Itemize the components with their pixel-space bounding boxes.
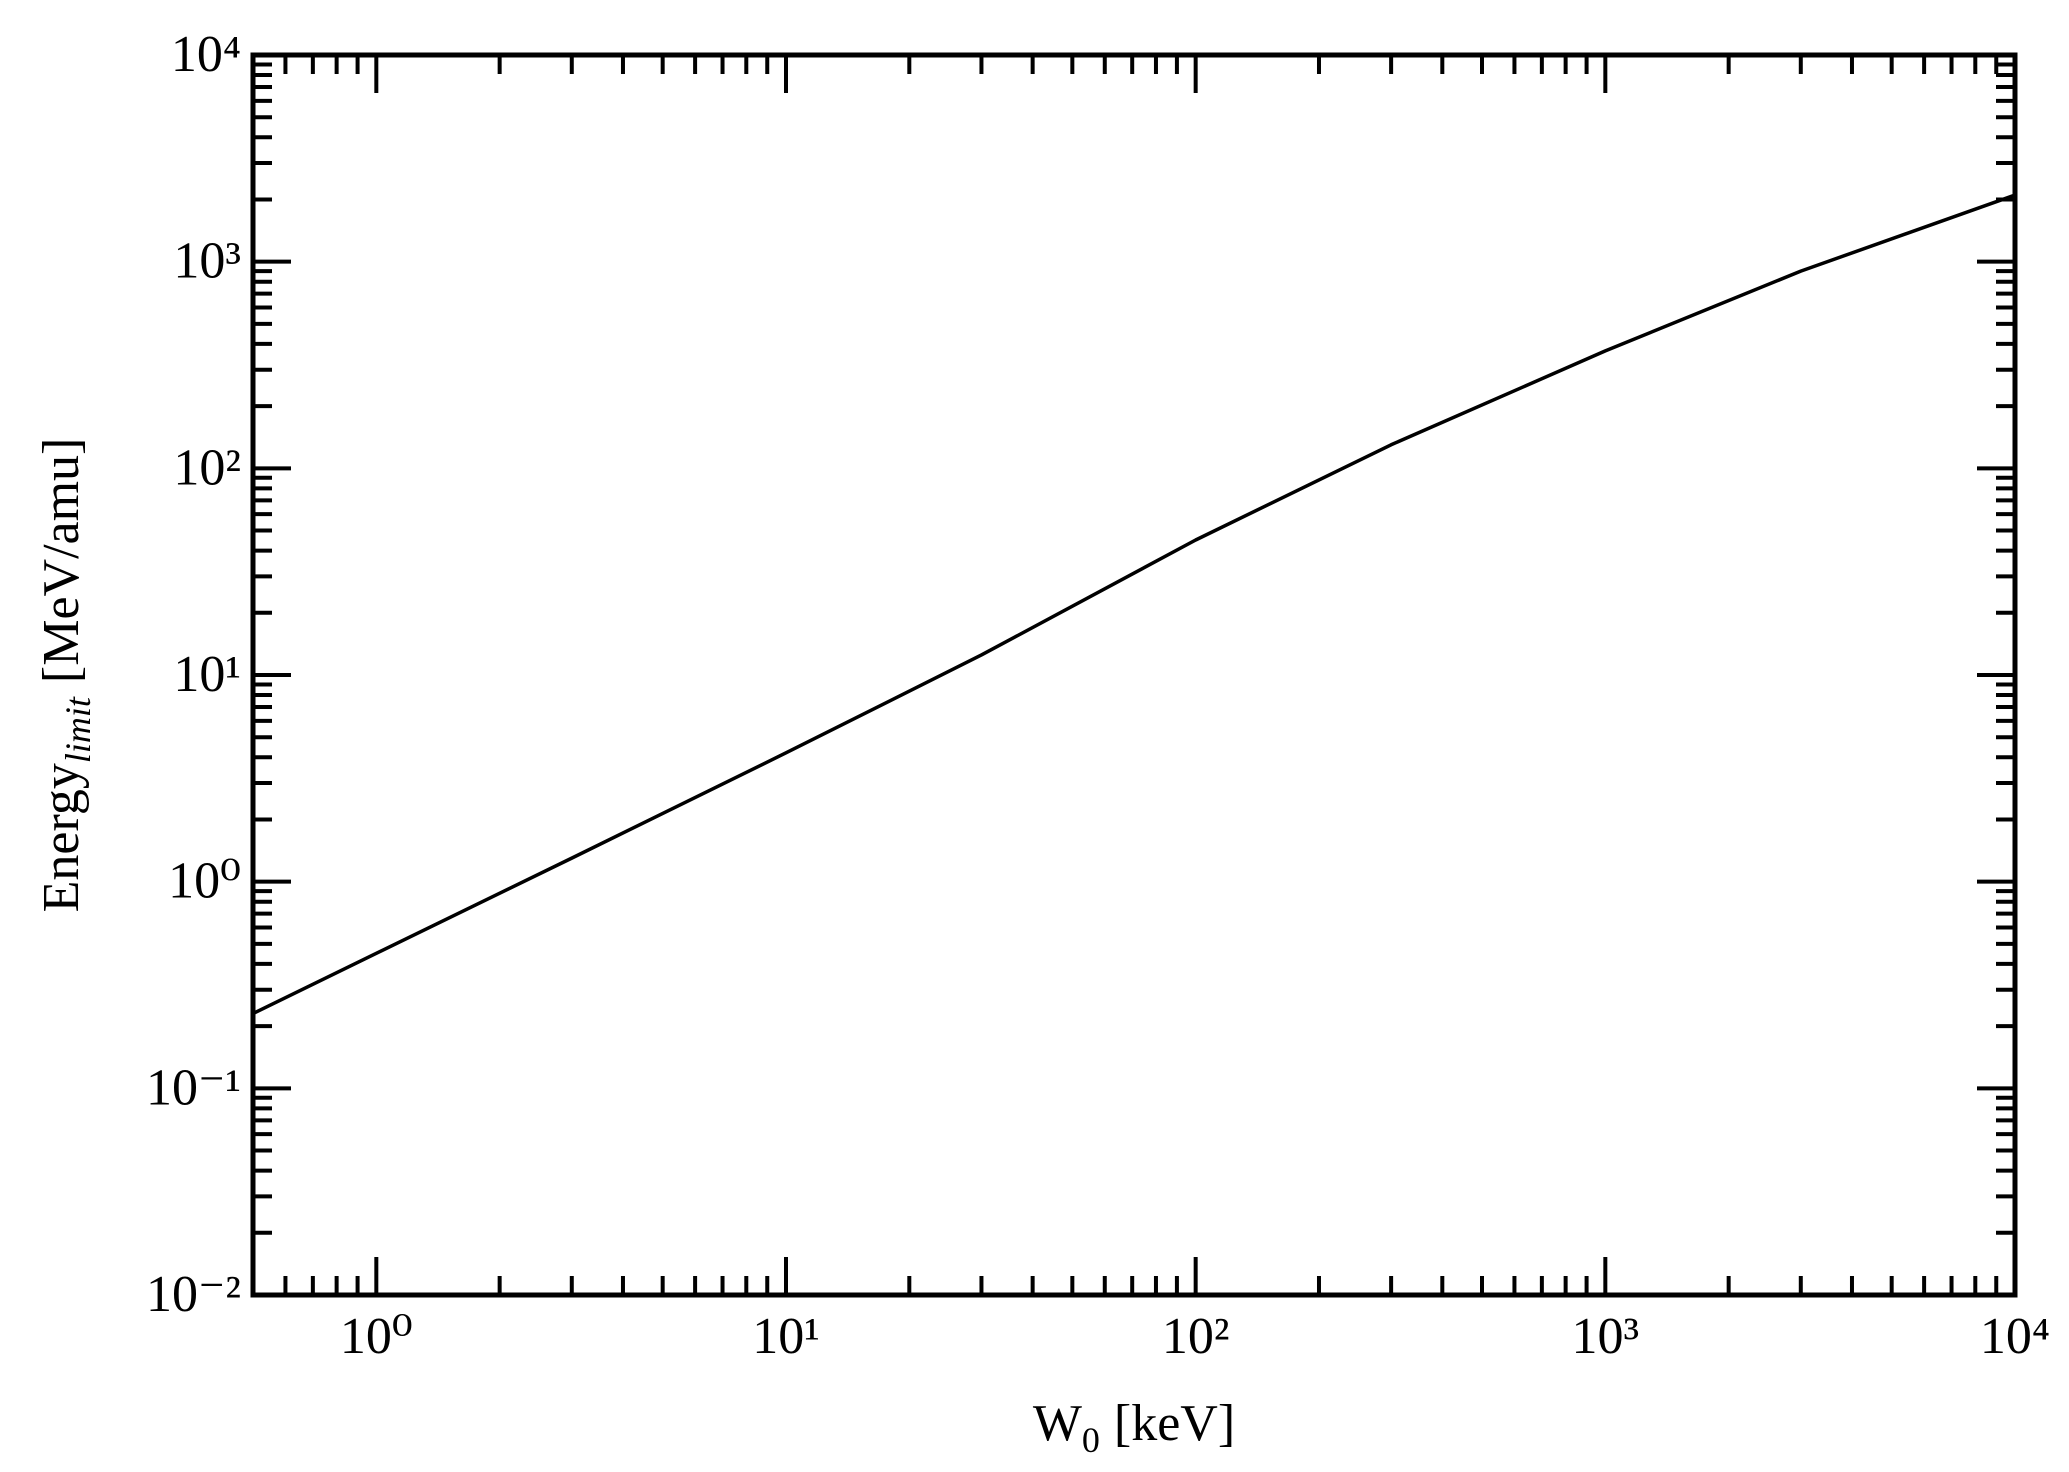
x-axis-label: W0 [keV]: [1033, 1395, 1235, 1460]
y-label-text: Energy: [33, 763, 90, 912]
x-tick-label: 10⁰: [340, 1308, 413, 1365]
y-tick-label: 10⁴: [171, 26, 241, 83]
data-line: [252, 193, 2016, 1016]
x-tick-label: 10⁴: [1980, 1308, 2050, 1365]
y-label-unit: [MeV/amu]: [33, 438, 90, 683]
y-tick-label: 10¹: [173, 646, 241, 703]
x-label-unit: [keV]: [1114, 1395, 1235, 1452]
x-tick-label: 10¹: [752, 1308, 820, 1365]
x-label-subscript: 0: [1082, 1420, 1100, 1460]
x-tick-label: 10³: [1572, 1308, 1640, 1365]
y-axis-label: Energylimit [MeV/amu]: [33, 438, 98, 913]
y-label-subscript: limit: [58, 696, 98, 763]
y-tick-label: 10³: [173, 233, 241, 290]
plot-frame: [250, 52, 2018, 1298]
x-tick-label: 10²: [1162, 1308, 1230, 1365]
x-label-text: W: [1033, 1395, 1082, 1452]
y-tick-label: 10⁰: [168, 853, 241, 910]
y-tick-label: 10⁻²: [146, 1266, 241, 1323]
y-tick-label: 10⁻¹: [146, 1059, 241, 1116]
y-tick-label: 10²: [173, 439, 241, 496]
